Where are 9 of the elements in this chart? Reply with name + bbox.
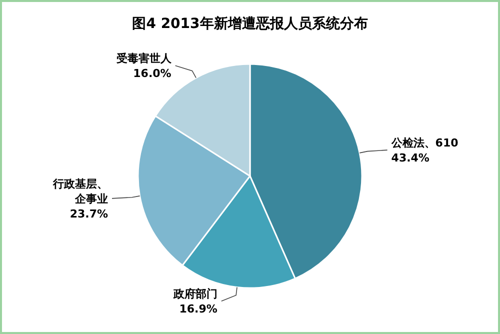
slice-label: 受毒害世人 xyxy=(115,52,172,66)
slice-label: 行政基层、企事业 xyxy=(52,177,108,206)
data-label: 43.4% xyxy=(391,152,430,165)
data-label: 16.9% xyxy=(179,302,218,316)
slice-label: 公检法、610 xyxy=(390,136,459,150)
data-label: 16.0% xyxy=(133,67,172,80)
slice-label: 政府部门 xyxy=(172,288,218,301)
data-label: 23.7% xyxy=(70,207,108,220)
chart-title: 图4 2013年新增遭恶报人员系统分布 xyxy=(132,15,368,32)
